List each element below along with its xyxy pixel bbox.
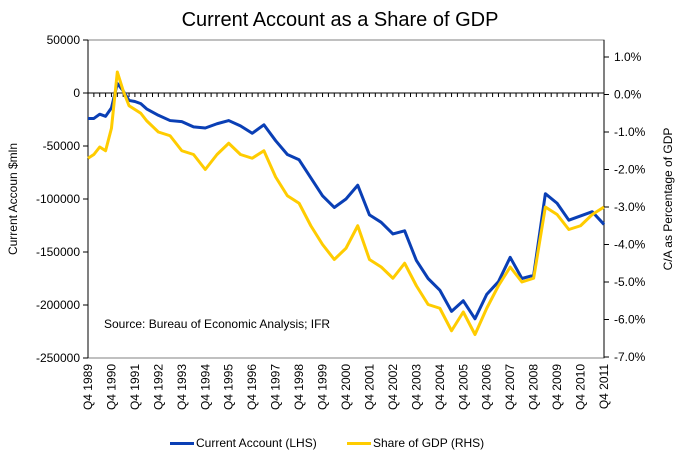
- right-tick-label: -2.0%: [614, 163, 646, 177]
- left-tick-label: -100000: [36, 192, 80, 206]
- right-tick-label: -4.0%: [614, 238, 646, 252]
- x-tick-label: Q4 1994: [198, 364, 212, 410]
- x-tick-label: Q4 2006: [480, 364, 494, 410]
- x-tick-label: Q4 1993: [175, 364, 189, 410]
- right-tick-label: -7.0%: [614, 350, 646, 364]
- left-tick-label: 50000: [47, 33, 81, 47]
- left-tick-label: -250000: [36, 351, 80, 365]
- x-tick-label: Q4 2004: [433, 364, 447, 410]
- chart-title: Current Account as a Share of GDP: [182, 9, 499, 31]
- right-tick-label: -6.0%: [614, 313, 646, 327]
- x-tick-label: Q4 2008: [527, 364, 541, 410]
- x-tick-label: Q4 2011: [597, 364, 611, 409]
- x-tick-label: Q4 2003: [409, 364, 423, 410]
- legend-item-share-gdp: Share of GDP (RHS): [347, 436, 484, 450]
- legend-label: Current Account (LHS): [196, 436, 317, 450]
- legend-swatch-blue: [170, 441, 194, 445]
- x-tick-label: Q4 1998: [292, 364, 306, 410]
- x-tick-label: Q4 1999: [316, 364, 330, 410]
- legend: Current Account (LHS) Share of GDP (RHS): [0, 432, 685, 456]
- right-tick-label: -1.0%: [614, 125, 646, 139]
- legend-label: Share of GDP (RHS): [373, 436, 485, 450]
- series-line-current-account: [88, 81, 606, 321]
- right-tick-label: 1.0%: [614, 50, 642, 64]
- right-tick-label: 0.0%: [614, 88, 642, 102]
- x-tick-label: Q4 1990: [104, 364, 118, 410]
- x-tick-label: Q4 1996: [245, 364, 259, 410]
- x-tick-label: Q4 2002: [386, 364, 400, 410]
- x-tick-label: Q4 1997: [269, 364, 283, 410]
- left-tick-label: 0: [73, 86, 80, 100]
- x-tick-label: Q4 1992: [151, 364, 165, 410]
- x-tick-label: Q4 2009: [550, 364, 564, 410]
- x-tick-label: Q4 1989: [81, 364, 95, 410]
- left-tick-label: -200000: [36, 298, 80, 312]
- right-tick-label: -3.0%: [614, 200, 646, 214]
- left-tick-label: -50000: [43, 139, 81, 153]
- series-line-share-of-gdp: [87, 70, 605, 336]
- source-annotation: Source: Bureau of Economic Analysis; IFR: [104, 317, 330, 331]
- legend-item-current-account: Current Account (LHS): [170, 436, 317, 450]
- x-tick-label: Q4 2001: [362, 364, 376, 410]
- left-tick-label: -150000: [36, 245, 80, 259]
- left-axis-title: Current Accoun $mln: [6, 143, 20, 255]
- x-tick-label: Q4 2000: [339, 364, 353, 410]
- right-axis-title: C/A as Percentage of GDP: [661, 128, 675, 271]
- x-tick-label: Q4 1995: [222, 364, 236, 410]
- x-tick-label: Q4 2010: [574, 364, 588, 410]
- legend-swatch-yellow: [347, 441, 371, 445]
- x-tick-label: Q4 2007: [503, 364, 517, 410]
- x-tick-label: Q4 2005: [456, 364, 470, 410]
- x-tick-label: Q4 1991: [128, 364, 142, 410]
- right-tick-label: -5.0%: [614, 275, 646, 289]
